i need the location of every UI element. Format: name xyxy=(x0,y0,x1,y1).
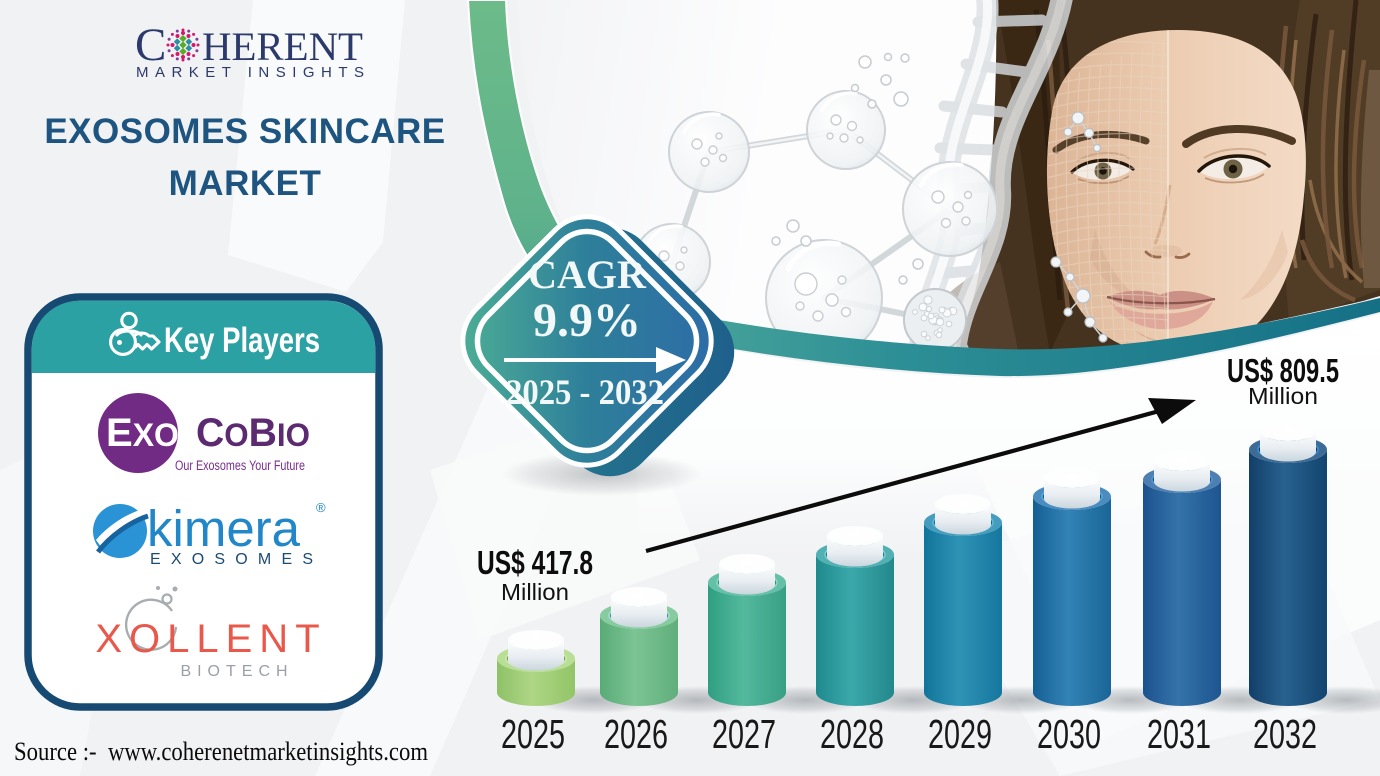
svg-text:kimera: kimera xyxy=(147,500,301,557)
svg-text:MARKET: MARKET xyxy=(169,164,322,203)
svg-text:2032: 2032 xyxy=(1253,711,1317,757)
svg-text:9.9%: 9.9% xyxy=(533,294,641,347)
svg-text:EXOSOMES SKINCARE: EXOSOMES SKINCARE xyxy=(44,112,445,151)
svg-text:2031: 2031 xyxy=(1147,711,1211,757)
svg-text:2028: 2028 xyxy=(820,711,884,757)
svg-text:HERENT: HERENT xyxy=(202,24,363,69)
svg-text:US$ 417.8: US$ 417.8 xyxy=(477,544,593,581)
svg-text:2027: 2027 xyxy=(712,711,776,757)
svg-text:Million: Million xyxy=(1248,383,1318,409)
svg-text:Our Exosomes Your Future: Our Exosomes Your Future xyxy=(175,458,305,473)
svg-text:2026: 2026 xyxy=(604,711,668,757)
svg-text:BIOTECH: BIOTECH xyxy=(180,663,293,680)
svg-text:Key Players: Key Players xyxy=(164,321,320,360)
svg-text:MARKET INSIGHTS: MARKET INSIGHTS xyxy=(136,64,364,81)
svg-text:CAGR: CAGR xyxy=(528,252,647,297)
svg-text:XOLLENT: XOLLENT xyxy=(95,617,326,661)
svg-text:2025: 2025 xyxy=(501,711,565,757)
svg-text:EXO: EXO xyxy=(106,411,179,455)
svg-text:Source :- www.coherenetmarket: Source :- www.coherenetmarketinsights.co… xyxy=(14,737,428,766)
svg-text:C: C xyxy=(135,19,166,71)
svg-text:US$ 809.5: US$ 809.5 xyxy=(1227,352,1339,389)
svg-text:2025 - 2032: 2025 - 2032 xyxy=(506,372,664,412)
svg-text:COBIO: COBIO xyxy=(196,411,310,455)
svg-text:®: ® xyxy=(316,500,326,515)
svg-text:Million: Million xyxy=(501,579,569,605)
svg-text:2029: 2029 xyxy=(928,711,992,757)
svg-text:2030: 2030 xyxy=(1037,711,1101,757)
